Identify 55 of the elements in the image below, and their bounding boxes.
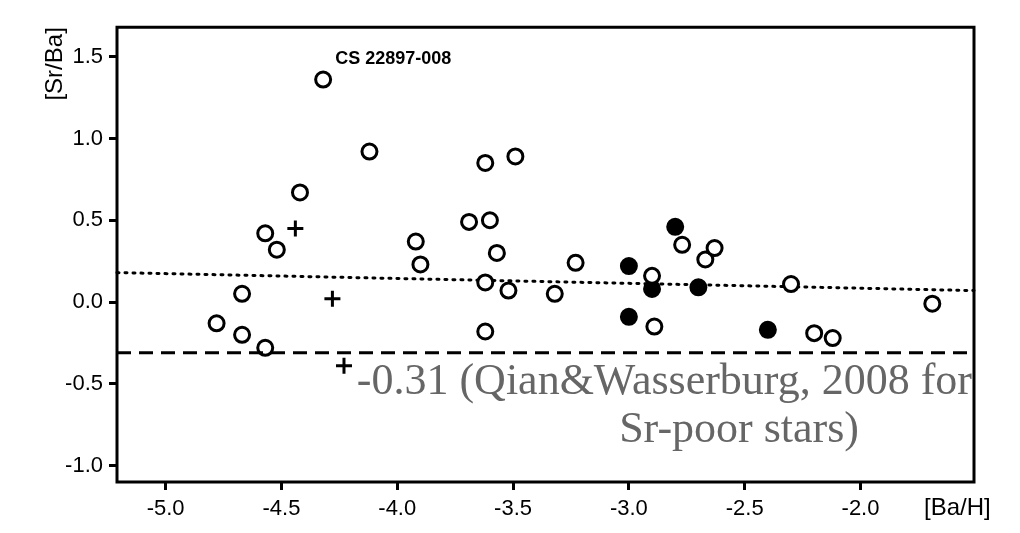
point	[499, 281, 518, 300]
point	[360, 142, 379, 161]
x-tick-label: -5.0	[146, 495, 185, 521]
y-tick-label: -0.5	[65, 369, 103, 395]
y-tick-label: 0.0	[72, 288, 103, 314]
y-tick-label: 1.5	[72, 42, 103, 68]
point	[643, 266, 662, 285]
point	[666, 217, 685, 236]
point	[233, 284, 252, 303]
point	[476, 322, 495, 341]
x-tick-label: -3.0	[609, 495, 648, 521]
point	[673, 235, 692, 254]
x-axis-title: [Ba/H]	[924, 492, 991, 520]
point	[460, 212, 479, 231]
point	[314, 70, 333, 89]
point	[696, 250, 715, 269]
point	[207, 314, 226, 333]
point	[566, 253, 585, 272]
point	[233, 325, 252, 344]
point	[322, 289, 342, 309]
point	[487, 243, 506, 262]
point	[256, 338, 275, 357]
point	[285, 218, 305, 238]
x-tick-label: -2.0	[841, 495, 880, 521]
point	[619, 307, 638, 326]
point	[923, 294, 942, 313]
point	[645, 317, 664, 336]
x-tick-label: -4.5	[262, 495, 301, 521]
point	[476, 273, 495, 292]
x-tick-label: -2.5	[725, 495, 764, 521]
point	[267, 240, 286, 259]
point	[480, 211, 499, 230]
point	[334, 356, 354, 376]
point	[689, 278, 708, 297]
point	[619, 257, 638, 276]
y-tick-label: 0.5	[72, 206, 103, 232]
point	[705, 239, 724, 258]
point	[805, 324, 824, 343]
y-tick-label: 1.0	[72, 124, 103, 150]
point	[411, 255, 430, 274]
point	[506, 147, 525, 166]
point	[476, 153, 495, 172]
annotation: CS 22897-008	[335, 47, 452, 68]
point	[406, 232, 425, 251]
x-tick-label: -3.5	[494, 495, 533, 521]
ref-line-label: -0.31 (Qian&Wasserburg, 2008 for Sr-poor stars)	[356, 355, 973, 453]
point	[290, 183, 309, 202]
point	[758, 320, 777, 339]
point	[823, 329, 842, 348]
point	[545, 284, 564, 303]
x-tick-label: -4.0	[378, 495, 417, 521]
y-axis-title: [Sr/Ba]	[39, 27, 67, 101]
y-tick-label: -1.0	[65, 451, 103, 477]
point	[256, 224, 275, 243]
point	[782, 275, 801, 294]
